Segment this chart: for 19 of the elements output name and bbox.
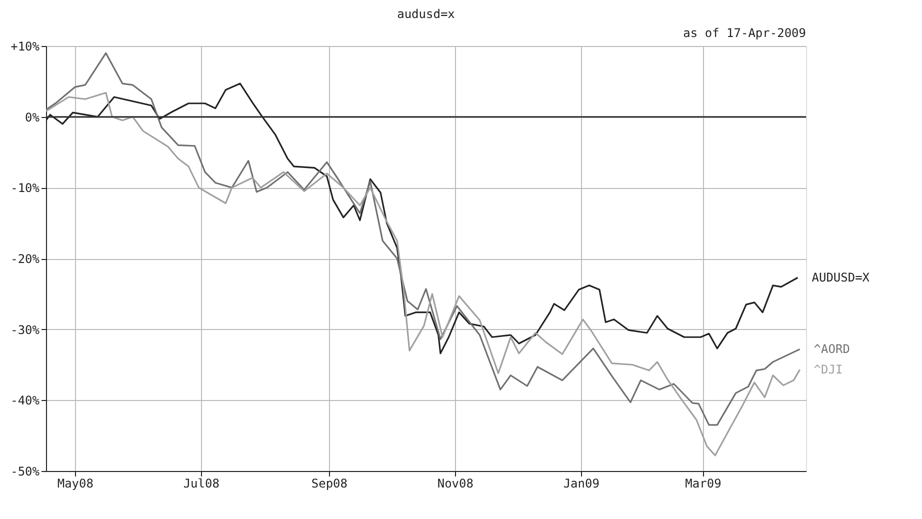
text: as of 17-Apr-2009 — [683, 26, 806, 40]
x-tick-label: Mar09 — [685, 476, 722, 490]
x-tick-label: Jan09 — [563, 476, 600, 490]
chart-title: audusd=x — [397, 7, 455, 21]
y-tick-label: 0% — [25, 110, 40, 124]
series-label: ^DJI — [814, 362, 843, 377]
y-tick-label: -30% — [10, 322, 40, 337]
y-tick-label: -50% — [10, 464, 40, 478]
y-tick-label: -20% — [10, 252, 40, 266]
series-label: AUDUSD=X — [812, 270, 870, 285]
y-tick-label: -10% — [10, 181, 40, 196]
series-label: ^AORD — [814, 342, 850, 356]
x-tick-label: Jul08 — [183, 476, 220, 490]
x-tick-label: Sep08 — [311, 476, 348, 490]
y-tick-label: +10% — [10, 40, 40, 54]
x-tick-label: Nov08 — [437, 476, 474, 490]
x-tick-label: May08 — [57, 476, 94, 490]
y-tick-label: -40% — [10, 394, 40, 408]
line-series — [46, 92, 801, 456]
